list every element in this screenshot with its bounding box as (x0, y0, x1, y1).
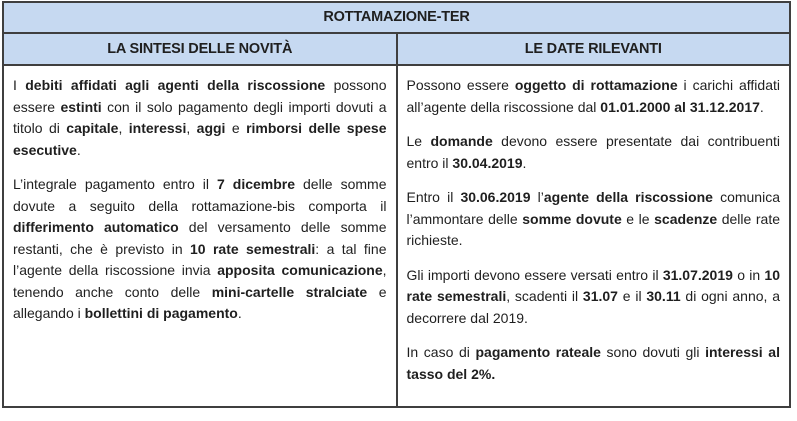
table-body-row: I debiti affidati agli agenti della risc… (4, 66, 789, 406)
paragraph: In caso di pagamento rateale sono dovuti… (406, 344, 780, 382)
column-body-date: Possono essere oggetto di rottamazione i… (395, 66, 790, 406)
column-header-sintesi: LA SINTESI DELLE NOVITÀ (107, 41, 293, 57)
paragraph: Entro il 30.06.2019 l’agente della risco… (406, 189, 781, 248)
paragraph: I debiti affidati agli agenti della risc… (13, 77, 387, 158)
paragraph: L’integrale pagamento entro il 7 dicembr… (13, 176, 387, 321)
paragraph: Possono essere oggetto di rottamazione i… (406, 77, 780, 115)
table-title: ROTTAMAZIONE-TER (4, 3, 789, 34)
column-header-date: LE DATE RILEVANTI (395, 34, 790, 64)
column-header-row: LA SINTESI DELLE NOVITÀ LE DATE RILEVANT… (4, 34, 789, 66)
column-body-sintesi: I debiti affidati agli agenti della risc… (4, 66, 396, 406)
rottamazione-table: ROTTAMAZIONE-TER LA SINTESI DELLE NOVITÀ… (2, 1, 791, 408)
paragraph: Gli importi devono essere versati entro … (406, 266, 781, 326)
paragraph: Le domande devono essere presentate dai … (406, 133, 781, 171)
